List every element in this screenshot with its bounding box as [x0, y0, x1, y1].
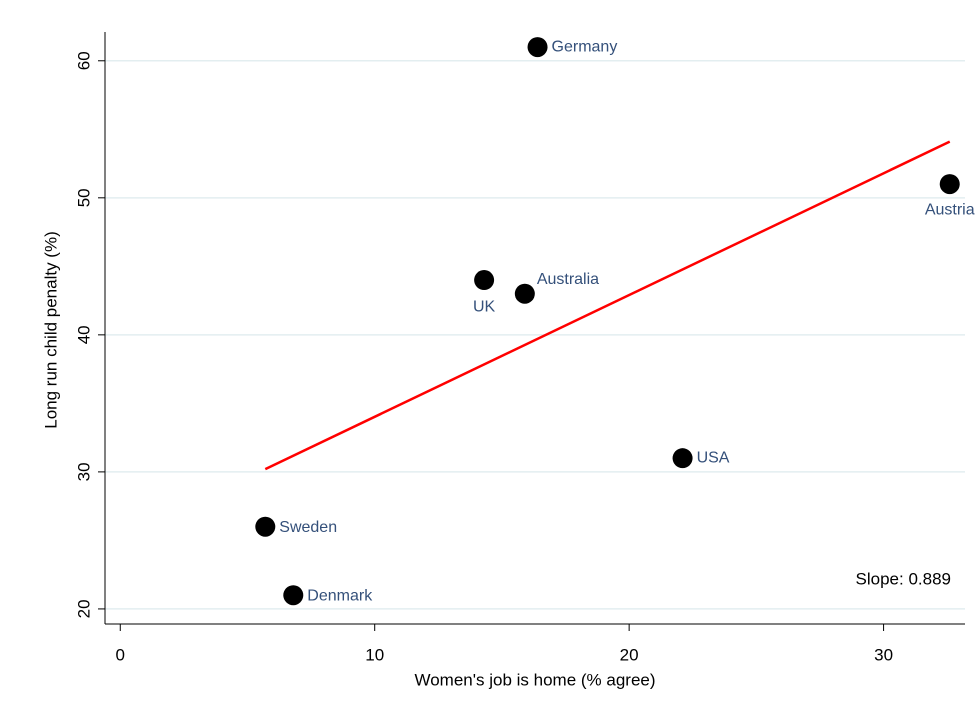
point: [255, 516, 276, 537]
fit-line: [264, 140, 951, 471]
point-label: Sweden: [279, 519, 337, 536]
x-tick-label: 10: [365, 645, 384, 664]
point-label: USA: [697, 449, 730, 466]
point-label: UK: [473, 298, 496, 315]
y-tick-label: 20: [74, 599, 93, 618]
x-tick-label: 30: [874, 645, 893, 664]
point: [939, 174, 960, 195]
point-label: Australia: [537, 271, 599, 288]
point-label: Germany: [552, 38, 618, 55]
point: [527, 37, 548, 58]
y-axis-label: Long run child penalty (%): [41, 231, 60, 429]
point: [283, 585, 304, 606]
y-tick-label: 60: [74, 51, 93, 70]
annotation: Slope: 0.889: [856, 569, 951, 588]
x-tick-label: 20: [620, 645, 639, 664]
x-tick-label: 0: [116, 645, 125, 664]
point: [514, 283, 535, 304]
point-label: Austria: [925, 201, 975, 218]
point: [474, 270, 495, 291]
y-tick-label: 30: [74, 462, 93, 481]
y-tick-label: 40: [74, 325, 93, 344]
point-label: Denmark: [307, 587, 373, 604]
point: [672, 448, 693, 469]
y-tick-label: 50: [74, 188, 93, 207]
x-axis-label: Women's job is home (% agree): [414, 670, 655, 689]
